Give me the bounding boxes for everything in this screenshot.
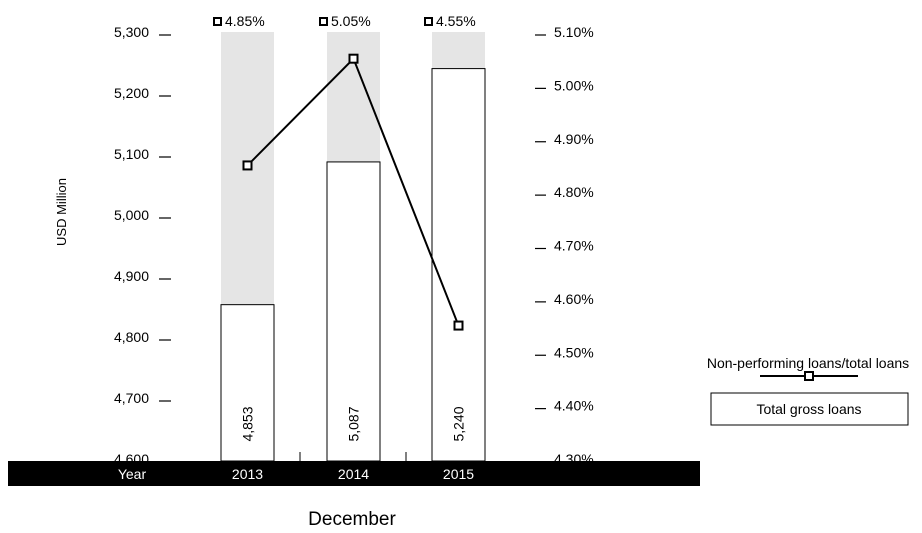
left-tick-label: 4,700 [114, 390, 149, 406]
right-axis: 4.30%4.40%4.50%4.60%4.70%4.80%4.90%5.00%… [535, 24, 594, 467]
legend-box-total [710, 392, 909, 426]
ratio-label: 4.55% [436, 13, 476, 29]
npl-point [348, 53, 359, 64]
category-label: 2014 [338, 466, 369, 482]
legend-label-total: Total gross loans [756, 401, 861, 417]
right-tick-label: 4.60% [554, 291, 594, 307]
ratio-labels: 4.85% 5.05% 4.55% [213, 13, 476, 29]
left-tick-label: 4,900 [114, 268, 149, 284]
right-tick-label: 4.80% [554, 184, 594, 200]
left-tick-label: 5,300 [114, 24, 149, 40]
bar-total-loans [326, 161, 381, 462]
category-label: 2015 [443, 466, 474, 482]
npl-point [453, 320, 464, 331]
ratio-marker [213, 17, 222, 26]
ratio-marker [319, 17, 328, 26]
category-labels: 2013 2014 2015 [232, 452, 474, 482]
bar-value-label: 4,853 [240, 406, 256, 441]
right-tick-label: 5.00% [554, 77, 594, 93]
right-tick-label: 4.90% [554, 131, 594, 147]
x-axis-title: December [308, 509, 396, 530]
ratio-label: 4.85% [225, 13, 265, 29]
legend-marker-npl [804, 371, 814, 381]
left-tick-label: 4,800 [114, 329, 149, 345]
legend-label-npl: Non-performing loans/total loans [707, 355, 909, 371]
right-tick-label: 5.10% [554, 24, 594, 40]
bars: 4,853 5,087 5,240 [220, 68, 486, 462]
bar-value-label: 5,240 [451, 406, 467, 441]
legend: Non-performing loans/total loans Total g… [707, 355, 909, 426]
left-tick-label: 5,100 [114, 146, 149, 162]
right-tick-label: 4.40% [554, 398, 594, 414]
left-tick-label: 5,200 [114, 85, 149, 101]
category-band [8, 461, 700, 486]
bar-value-label: 5,087 [346, 406, 362, 441]
bar-total-loans [431, 68, 486, 462]
npl-line [242, 53, 464, 331]
category-label: 2013 [232, 466, 263, 482]
category-axis-label: Year [118, 466, 147, 482]
ratio-marker [424, 17, 433, 26]
y-axis-title: USD Million [54, 178, 69, 246]
ratio-label: 5.05% [331, 13, 371, 29]
right-tick-label: 4.70% [554, 238, 594, 254]
left-tick-label: 5,000 [114, 207, 149, 223]
npl-point [242, 160, 253, 171]
right-tick-label: 4.50% [554, 344, 594, 360]
